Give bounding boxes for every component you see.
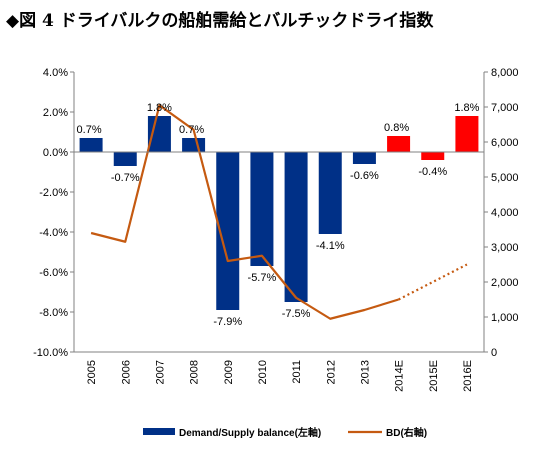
x-tick-label: 2015E xyxy=(428,360,440,392)
x-tick-label: 2016E xyxy=(462,360,474,392)
data-label: 0.7% xyxy=(77,124,102,136)
x-tick-label: 2010 xyxy=(257,360,269,384)
y-right-tick-label: 1,000 xyxy=(491,312,519,324)
bar-2014E xyxy=(387,136,411,152)
y-left-tick-label: -4.0% xyxy=(39,227,68,239)
x-tick-label: 2014E xyxy=(394,360,406,392)
x-tick-label: 2009 xyxy=(223,360,235,384)
bd-line-actual xyxy=(90,104,399,320)
x-tick-label: 2011 xyxy=(291,360,303,384)
x-tick-label: 2013 xyxy=(359,360,371,384)
data-label: -5.7% xyxy=(248,272,277,284)
y-right-tick-label: 2,000 xyxy=(491,277,519,289)
x-tick-label: 2005 xyxy=(86,360,98,384)
y-right-tick-label: 3,000 xyxy=(491,242,519,254)
legend-swatch-demand-supply xyxy=(143,428,175,435)
bar-2008 xyxy=(182,138,206,152)
y-right-tick-label: 7,000 xyxy=(491,102,519,114)
bar-2013 xyxy=(352,152,376,164)
data-label: -7.5% xyxy=(282,308,311,320)
y-left-tick-label: 2.0% xyxy=(43,107,68,119)
y-right-tick-label: 8,000 xyxy=(491,67,519,79)
y-left-tick-label: -8.0% xyxy=(39,307,68,319)
data-label: -0.4% xyxy=(418,166,447,178)
y-left-tick-label: -2.0% xyxy=(39,187,68,199)
x-tick-label: 2006 xyxy=(120,360,132,384)
legend-label-bd: BD(右軸) xyxy=(386,426,427,439)
bd-line-forecast xyxy=(398,263,468,301)
x-tick-label: 2007 xyxy=(154,360,166,384)
data-label: -4.1% xyxy=(316,240,345,252)
y-right-tick-label: 0 xyxy=(491,347,497,359)
bar-2012 xyxy=(318,152,342,234)
y-right-tick-label: 4,000 xyxy=(491,207,519,219)
bar-2005 xyxy=(79,138,103,152)
bar-2009 xyxy=(216,152,240,310)
bar-2006 xyxy=(113,152,137,166)
y-right-tick-label: 6,000 xyxy=(491,137,519,149)
x-tick-label: 2012 xyxy=(325,360,337,384)
y-left-tick-label: 4.0% xyxy=(43,67,68,79)
x-tick-label: 2008 xyxy=(189,360,201,384)
bar-2011 xyxy=(284,152,308,302)
data-label: 1.8% xyxy=(454,102,479,114)
data-label: -7.9% xyxy=(213,316,242,328)
data-label: 1.8% xyxy=(147,102,172,114)
y-left-tick-label: -6.0% xyxy=(39,267,68,279)
y-left-tick-label: -10.0% xyxy=(33,347,68,359)
data-label: -0.6% xyxy=(350,170,379,182)
data-label: -0.7% xyxy=(111,172,140,184)
legend-label-demand-supply: Demand/Supply balance(左軸) xyxy=(179,426,321,439)
bar-2016E xyxy=(455,116,479,152)
bar-2010 xyxy=(250,152,274,266)
bar-2015E xyxy=(421,152,445,160)
figure-title: ◆図 4 ドライバルクの船舶需給とバルチックドライ指数 xyxy=(6,11,434,31)
y-right-tick-label: 5,000 xyxy=(491,172,519,184)
data-label: 0.7% xyxy=(179,124,204,136)
data-label: 0.8% xyxy=(384,122,409,134)
y-left-tick-label: 0.0% xyxy=(43,147,68,159)
